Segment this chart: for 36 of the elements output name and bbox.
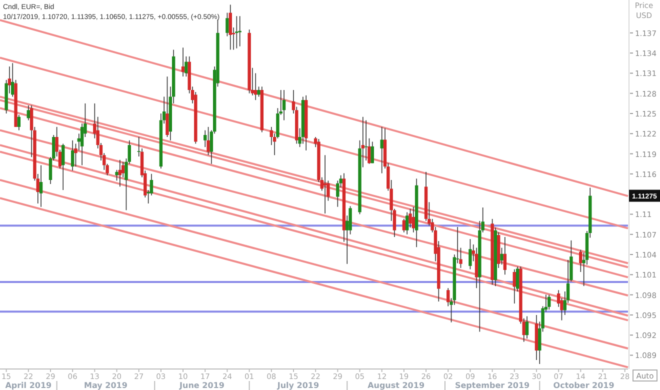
candlestick xyxy=(181,47,185,77)
candlestick xyxy=(26,105,30,121)
candlestick xyxy=(226,12,229,37)
candlestick xyxy=(206,126,210,156)
candlestick xyxy=(257,86,260,98)
candlestick xyxy=(228,4,232,50)
candlestick xyxy=(115,170,118,182)
text: September 2019 xyxy=(454,381,530,390)
text: April 2019 xyxy=(5,381,52,390)
text: June 2019 xyxy=(178,381,225,390)
candlestick xyxy=(474,247,478,288)
candlestick xyxy=(39,164,43,208)
candlestick xyxy=(17,114,21,131)
candlestick xyxy=(166,76,169,138)
candlestick xyxy=(380,126,384,174)
candlestick xyxy=(370,141,374,164)
text: August 2019 xyxy=(368,381,425,390)
candlestick xyxy=(503,236,507,276)
candlestick xyxy=(11,62,14,98)
candlestick xyxy=(118,159,122,188)
candlestick xyxy=(405,212,409,235)
candlestick xyxy=(525,316,529,339)
candlestick xyxy=(402,218,406,233)
candlestick xyxy=(62,143,65,190)
candlestick xyxy=(70,140,74,171)
candlestick xyxy=(282,90,286,121)
candlestick xyxy=(500,247,504,265)
candlestick xyxy=(512,268,516,304)
candlestick xyxy=(323,154,327,214)
text: October 2019 xyxy=(553,381,615,390)
text: July 2019 xyxy=(276,381,320,390)
candlestick xyxy=(548,294,551,310)
candlestick xyxy=(468,238,472,270)
candlestick xyxy=(412,206,416,233)
candlestick xyxy=(235,16,238,49)
text: May 2019 xyxy=(84,381,128,390)
